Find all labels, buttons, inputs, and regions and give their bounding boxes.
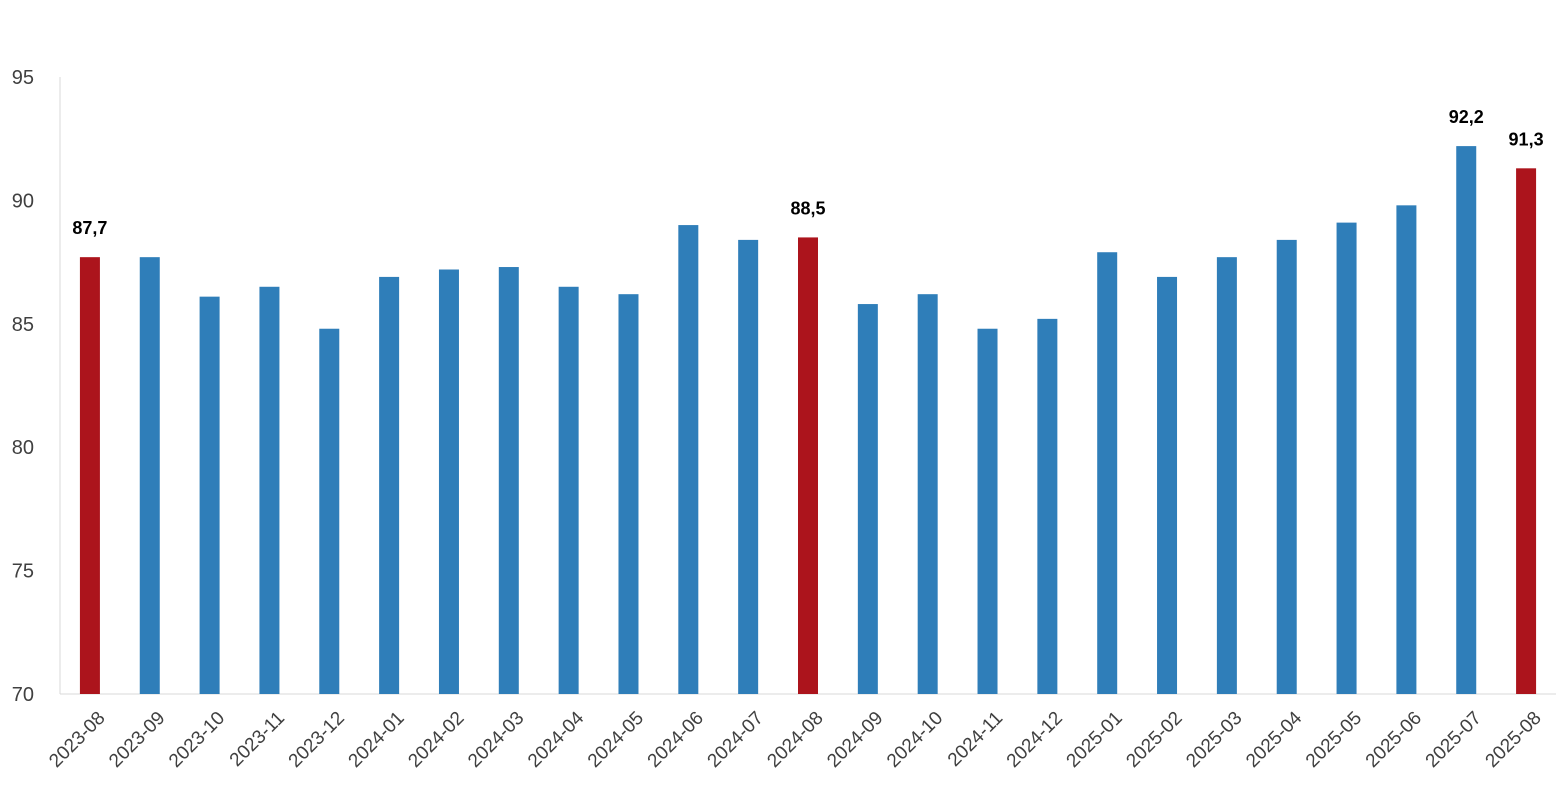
bar-2024-07 [738,239,759,694]
bar-2025-08 [1516,168,1537,695]
x-axis-tick-labels: 2023-082023-092023-102023-112023-122024-… [45,707,1545,771]
x-tick-label: 2023-11 [226,708,289,771]
x-tick-label: 2025-08 [1482,708,1546,772]
bar-2025-07 [1456,146,1477,694]
x-tick-label: 2025-06 [1362,708,1426,772]
bar-2023-12 [319,328,340,694]
x-tick-label: 2025-02 [1122,708,1186,772]
x-tick-label: 2024-01 [345,708,409,772]
x-tick-label: 2025-05 [1302,708,1366,772]
bar-2025-03 [1216,257,1237,694]
bars [79,146,1537,695]
bar-2025-01 [1097,252,1118,694]
bar-2023-10 [199,296,220,694]
y-tick-label: 95 [12,67,34,89]
bar-2025-04 [1276,239,1297,694]
bar-2024-02 [438,269,459,694]
bar-2025-06 [1396,205,1417,694]
y-axis-tick-labels: 70 75 80 85 90 95 [12,67,34,706]
x-tick-label: 2024-09 [823,708,887,772]
data-label-2024-08: 88,5 [790,198,825,218]
x-tick-label: 2025-01 [1063,708,1127,772]
x-tick-label: 2024-02 [404,708,468,772]
x-tick-label: 2024-06 [644,708,708,772]
x-tick-label: 2024-04 [524,707,588,771]
bar-2024-12 [1037,318,1058,694]
y-tick-label: 90 [12,190,34,212]
data-label-2023-08: 87,7 [72,218,107,238]
x-tick-label: 2024-12 [1003,708,1067,772]
bar-2023-09 [139,257,160,694]
x-tick-label: 2024-10 [883,708,947,772]
data-label-2025-07: 92,2 [1449,107,1484,127]
x-tick-label: 2025-07 [1422,708,1486,772]
x-tick-label: 2025-03 [1182,708,1246,772]
data-labels: 87,7 88,5 92,2 91,3 [72,107,1543,238]
y-tick-label: 70 [12,684,34,706]
x-tick-label: 2025-04 [1242,707,1306,771]
bar-2025-05 [1336,222,1357,694]
bar-2023-08 [79,257,100,694]
x-tick-label: 2024-07 [704,708,768,772]
y-tick-label: 80 [12,437,34,459]
bar-2024-01 [379,276,400,694]
data-label-2025-08: 91,3 [1509,129,1544,149]
bar-2024-10 [917,294,938,694]
y-tick-label: 85 [12,314,34,336]
bar-2024-09 [857,304,878,694]
bar-2024-05 [618,294,639,694]
bar-2024-04 [558,286,579,694]
x-tick-label: 2024-03 [464,708,528,772]
bar-2024-06 [678,225,699,694]
bar-2023-11 [259,286,280,694]
bar-2024-11 [977,328,998,694]
x-tick-label: 2023-09 [105,708,169,772]
x-tick-label: 2024-08 [763,708,827,772]
x-tick-label: 2024-05 [584,708,648,772]
x-tick-label: 2024-11 [944,708,1007,771]
x-tick-label: 2023-08 [45,708,109,772]
bar-2024-03 [498,267,519,694]
bar-2024-08 [798,237,818,695]
bar-2025-02 [1157,276,1178,694]
y-tick-label: 75 [12,561,34,583]
x-tick-label: 2023-10 [165,708,229,772]
x-tick-label: 2023-12 [285,708,349,772]
